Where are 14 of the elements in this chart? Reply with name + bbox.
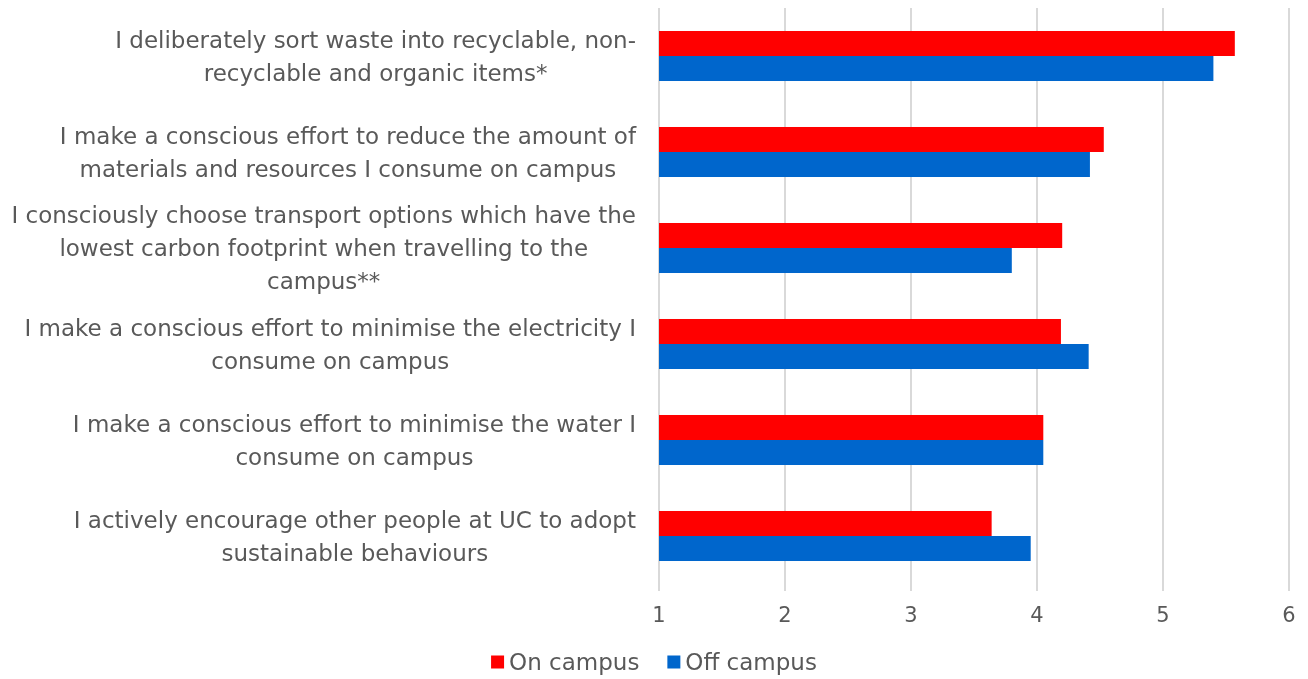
x-tick-label: 1 (652, 603, 666, 627)
y-tick-label: I make a conscious effort to reduce the amount of materials and resources I consume on campus (59, 122, 637, 182)
y-tick-label: I make a conscious effort to minimise the water I consume on campus (72, 410, 636, 470)
x-tick-label: 6 (1282, 603, 1296, 627)
legend-label: On campus (509, 649, 640, 675)
y-tick-label: I consciously choose transport options which have the lowest carbon footprint when travelling to the campus** (11, 202, 636, 294)
x-tick-label: 4 (1030, 603, 1044, 627)
y-tick-label: I deliberately sort waste into recyclable, non-recyclable and organic items* (115, 26, 636, 86)
x-tick-label: 2 (778, 603, 792, 627)
x-tick-label: 3 (904, 603, 918, 627)
y-tick-label: I make a conscious effort to minimise the electricity I consume on campus (24, 314, 637, 374)
y-tick-label: I actively encourage other people at UC to adopt sustainable behaviours (73, 506, 637, 566)
legend-label: Off campus (685, 649, 817, 675)
x-tick-label: 5 (1156, 603, 1170, 627)
